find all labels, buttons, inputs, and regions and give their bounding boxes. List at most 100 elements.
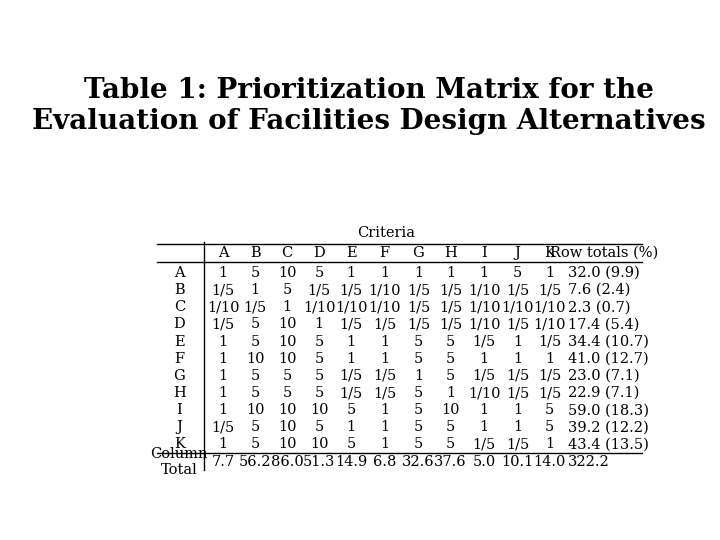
Text: 1: 1 bbox=[414, 266, 423, 280]
Text: K: K bbox=[544, 246, 555, 260]
Text: 1/5: 1/5 bbox=[538, 335, 561, 348]
Text: 1: 1 bbox=[219, 352, 228, 366]
Text: 1/5: 1/5 bbox=[538, 369, 561, 383]
Text: 1/5: 1/5 bbox=[212, 318, 235, 332]
Text: 10: 10 bbox=[278, 437, 297, 451]
Text: 5: 5 bbox=[251, 335, 260, 348]
Text: 1/10: 1/10 bbox=[468, 386, 500, 400]
Text: 1/5: 1/5 bbox=[212, 283, 235, 297]
Text: E: E bbox=[174, 335, 184, 348]
Text: 1: 1 bbox=[480, 352, 489, 366]
Text: 1: 1 bbox=[414, 369, 423, 383]
Text: 1: 1 bbox=[380, 437, 390, 451]
Text: Criteria: Criteria bbox=[357, 226, 415, 240]
Text: 1/5: 1/5 bbox=[340, 283, 363, 297]
Text: 1: 1 bbox=[219, 369, 228, 383]
Text: 1: 1 bbox=[513, 335, 522, 348]
Text: 10: 10 bbox=[441, 403, 459, 417]
Text: 1/5: 1/5 bbox=[538, 386, 561, 400]
Text: 1: 1 bbox=[283, 300, 292, 314]
Text: 1: 1 bbox=[219, 403, 228, 417]
Text: 1: 1 bbox=[380, 420, 390, 434]
Text: 10: 10 bbox=[246, 352, 264, 366]
Text: A: A bbox=[174, 266, 184, 280]
Text: 10: 10 bbox=[278, 335, 297, 348]
Text: 10: 10 bbox=[278, 318, 297, 332]
Text: 5: 5 bbox=[282, 369, 292, 383]
Text: 1/5: 1/5 bbox=[307, 283, 330, 297]
Text: 1/10: 1/10 bbox=[468, 300, 500, 314]
Text: 1: 1 bbox=[480, 403, 489, 417]
Text: 86.0: 86.0 bbox=[271, 455, 304, 469]
Text: 5: 5 bbox=[414, 335, 423, 348]
Text: 1/5: 1/5 bbox=[506, 386, 529, 400]
Text: 5: 5 bbox=[315, 369, 324, 383]
Text: 5: 5 bbox=[346, 437, 356, 451]
Text: 1/10: 1/10 bbox=[501, 300, 534, 314]
Text: 5: 5 bbox=[315, 352, 324, 366]
Text: 22.9 (7.1): 22.9 (7.1) bbox=[568, 386, 639, 400]
Text: 59.0 (18.3): 59.0 (18.3) bbox=[568, 403, 649, 417]
Text: 5: 5 bbox=[414, 352, 423, 366]
Text: 6.8: 6.8 bbox=[373, 455, 397, 469]
Text: 1: 1 bbox=[545, 266, 554, 280]
Text: 5: 5 bbox=[513, 266, 522, 280]
Text: 1: 1 bbox=[446, 266, 455, 280]
Text: 10: 10 bbox=[278, 352, 297, 366]
Text: 1/10: 1/10 bbox=[468, 318, 500, 332]
Text: 1/5: 1/5 bbox=[340, 318, 363, 332]
Text: 1/5: 1/5 bbox=[506, 437, 529, 451]
Text: 5: 5 bbox=[315, 266, 324, 280]
Text: 1: 1 bbox=[346, 352, 356, 366]
Text: J: J bbox=[515, 246, 521, 260]
Text: 1: 1 bbox=[480, 266, 489, 280]
Text: F: F bbox=[379, 246, 390, 260]
Text: 10: 10 bbox=[278, 420, 297, 434]
Text: 5: 5 bbox=[251, 318, 260, 332]
Text: 5: 5 bbox=[446, 437, 455, 451]
Text: 1: 1 bbox=[446, 386, 455, 400]
Text: 5: 5 bbox=[414, 386, 423, 400]
Text: 1/5: 1/5 bbox=[438, 318, 462, 332]
Text: B: B bbox=[174, 283, 184, 297]
Text: 1: 1 bbox=[219, 335, 228, 348]
Text: 5: 5 bbox=[251, 386, 260, 400]
Text: F: F bbox=[174, 352, 184, 366]
Text: 1/10: 1/10 bbox=[303, 300, 336, 314]
Text: 10.1: 10.1 bbox=[502, 455, 534, 469]
Text: 56.2: 56.2 bbox=[239, 455, 271, 469]
Text: 1/5: 1/5 bbox=[438, 283, 462, 297]
Text: 34.4 (10.7): 34.4 (10.7) bbox=[568, 335, 649, 348]
Text: 7.7: 7.7 bbox=[212, 455, 235, 469]
Text: 1/5: 1/5 bbox=[373, 318, 397, 332]
Text: 1: 1 bbox=[315, 318, 324, 332]
Text: C: C bbox=[282, 246, 293, 260]
Text: 41.0 (12.7): 41.0 (12.7) bbox=[568, 352, 649, 366]
Text: 14.0: 14.0 bbox=[534, 455, 566, 469]
Text: Row totals (%): Row totals (%) bbox=[550, 246, 658, 260]
Text: Column
Total: Column Total bbox=[150, 447, 208, 477]
Text: 1/5: 1/5 bbox=[407, 283, 430, 297]
Text: 5: 5 bbox=[251, 369, 260, 383]
Text: 1: 1 bbox=[219, 437, 228, 451]
Text: 1: 1 bbox=[480, 420, 489, 434]
Text: 1: 1 bbox=[380, 266, 390, 280]
Text: 17.4 (5.4): 17.4 (5.4) bbox=[568, 318, 639, 332]
Text: 5: 5 bbox=[446, 369, 455, 383]
Text: 1/5: 1/5 bbox=[472, 369, 495, 383]
Text: 39.2 (12.2): 39.2 (12.2) bbox=[568, 420, 649, 434]
Text: K: K bbox=[174, 437, 185, 451]
Text: 10: 10 bbox=[278, 403, 297, 417]
Text: 5: 5 bbox=[446, 352, 455, 366]
Text: 1/5: 1/5 bbox=[538, 283, 561, 297]
Text: 322.2: 322.2 bbox=[568, 455, 610, 469]
Text: 1/5: 1/5 bbox=[438, 300, 462, 314]
Text: 5: 5 bbox=[315, 420, 324, 434]
Text: E: E bbox=[346, 246, 356, 260]
Text: H: H bbox=[173, 386, 186, 400]
Text: J: J bbox=[176, 420, 182, 434]
Text: 23.0 (7.1): 23.0 (7.1) bbox=[568, 369, 639, 383]
Text: 1/5: 1/5 bbox=[340, 386, 363, 400]
Text: I: I bbox=[481, 246, 487, 260]
Text: 1: 1 bbox=[346, 420, 356, 434]
